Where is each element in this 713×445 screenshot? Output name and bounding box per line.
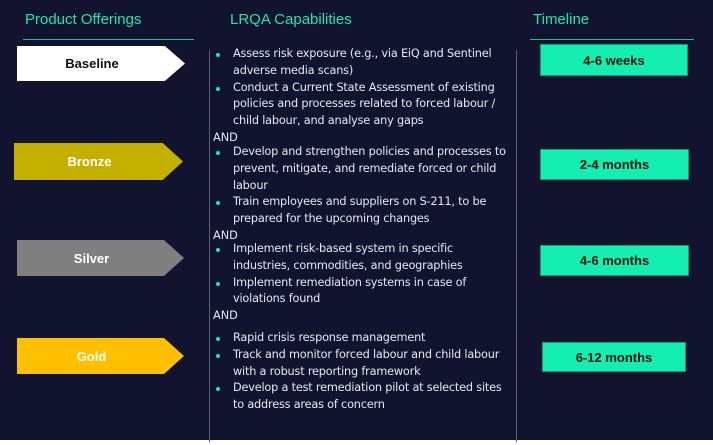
column-divider-left [209, 50, 210, 442]
tier-arrow-gold: Gold [17, 338, 184, 374]
timeline-underline [530, 39, 694, 40]
tier-arrow-baseline: Baseline [17, 46, 185, 81]
capability-item: Train employees and suppliers on S-211, … [213, 194, 513, 228]
capability-item: Conduct a Current State Assessment of ex… [213, 80, 513, 130]
tier-arrow-silver: Silver [17, 240, 184, 276]
header-product-offerings: Product Offerings [25, 11, 142, 28]
capability-item: Develop and strengthen policies and proc… [213, 144, 513, 194]
and-connector: AND [213, 131, 238, 144]
capability-item: Rapid crisis response management [213, 330, 513, 347]
capability-item: Implement risk-based system in specific … [213, 241, 513, 275]
timeline-baseline: 4-6 weeks [540, 44, 688, 76]
and-connector: AND [213, 229, 238, 242]
offerings-underline [23, 39, 194, 40]
capabilities-silver: Implement risk-based system in specific … [213, 241, 513, 308]
column-divider-right [516, 50, 517, 442]
timeline-gold: 6-12 months [542, 342, 686, 372]
header-timeline: Timeline [533, 11, 590, 28]
tier-arrow-bronze: Bronze [14, 143, 183, 180]
timeline-silver: 4-6 months [540, 245, 689, 276]
capability-item: Assess risk exposure (e.g., via EiQ and … [213, 46, 513, 80]
header-lrqa-capabilities: LRQA Capabilities [230, 11, 352, 28]
capabilities-bronze: Develop and strengthen policies and proc… [213, 144, 513, 228]
capabilities-baseline: Assess risk exposure (e.g., via EiQ and … [213, 46, 513, 130]
capability-item: Develop a test remediation pilot at sele… [213, 380, 513, 414]
timeline-bronze: 2-4 months [540, 149, 689, 180]
capability-item: Track and monitor forced labour and chil… [213, 347, 513, 381]
capabilities-gold: Rapid crisis response management Track a… [213, 330, 513, 414]
capability-item: Implement remediation systems in case of… [213, 275, 513, 309]
and-connector: AND [213, 309, 238, 322]
